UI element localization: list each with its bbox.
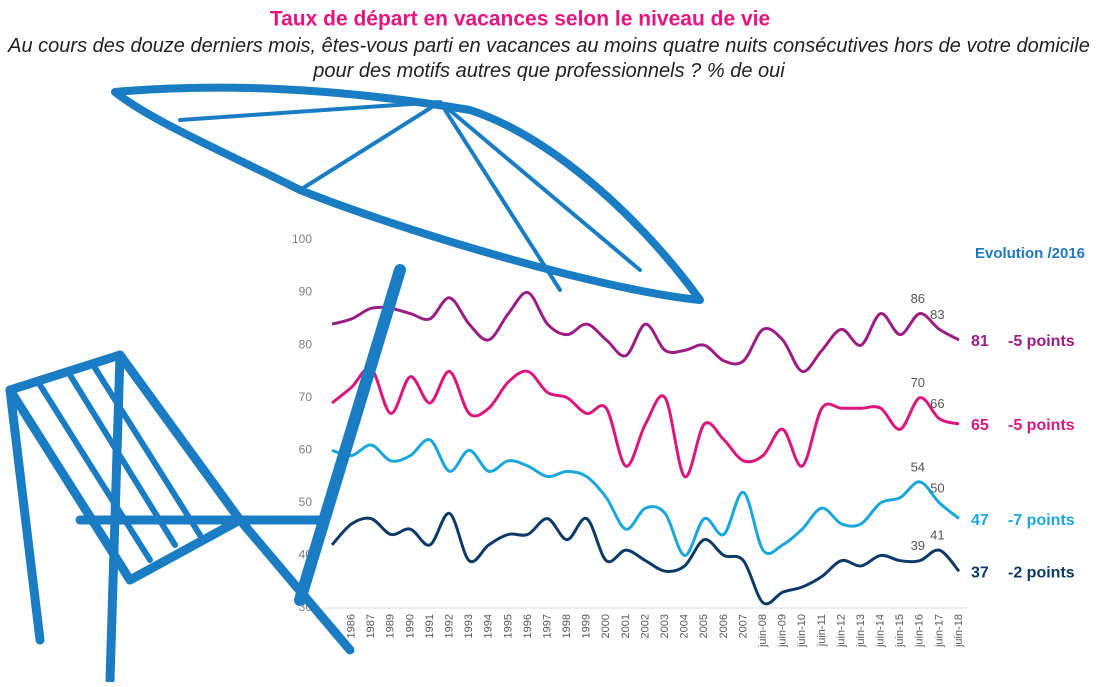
page: {"chart_data":{"type":"line", "title":"T… bbox=[0, 0, 1098, 687]
x-tick-label: juin-11 bbox=[816, 614, 828, 647]
x-tick-label: 1991 bbox=[424, 614, 436, 638]
series-line bbox=[332, 368, 959, 477]
x-tick-label: juin-10 bbox=[796, 614, 808, 648]
value-label: 54 bbox=[911, 459, 925, 474]
chart-subtitle: Au cours des douze derniers mois, êtes-v… bbox=[0, 34, 1098, 84]
x-tick-label: juin-15 bbox=[894, 614, 906, 648]
x-tick-label: juin-18 bbox=[953, 614, 965, 648]
x-tick-label: juin-14 bbox=[875, 614, 887, 648]
chart-title: Taux de départ en vacances selon le nive… bbox=[270, 8, 770, 31]
y-tick-label: 90 bbox=[299, 285, 313, 299]
x-tick-label: juin-13 bbox=[855, 614, 867, 648]
value-label: 41 bbox=[930, 528, 944, 543]
y-tick-label: 100 bbox=[292, 232, 312, 246]
x-tick-label: 2001 bbox=[620, 614, 632, 638]
x-tick-label: 1994 bbox=[483, 614, 495, 638]
y-tick-label: 70 bbox=[299, 390, 313, 404]
y-tick-label: 60 bbox=[299, 442, 313, 456]
x-tick-label: 2006 bbox=[718, 614, 730, 638]
y-tick-label: 80 bbox=[299, 337, 313, 351]
x-tick-label: juin-09 bbox=[777, 614, 789, 648]
series-line bbox=[332, 439, 959, 555]
x-tick-label: 2002 bbox=[639, 614, 651, 638]
value-label: 83 bbox=[930, 307, 944, 322]
change-label: -7 points bbox=[1008, 512, 1075, 529]
x-tick-label: 2004 bbox=[679, 614, 691, 638]
x-tick-label: juin-17 bbox=[933, 614, 945, 648]
x-tick-label: juin-08 bbox=[757, 614, 769, 648]
value-label: 86 bbox=[911, 291, 925, 306]
end-label: 37 bbox=[971, 564, 989, 581]
x-tick-label: juin-16 bbox=[914, 614, 926, 648]
end-label: 47 bbox=[971, 512, 989, 529]
change-label: -2 points bbox=[1008, 564, 1075, 581]
x-tick-label: 1996 bbox=[522, 614, 534, 638]
x-tick-label: 1992 bbox=[443, 614, 455, 638]
chart: Taux de départ en vacances selon le nive… bbox=[0, 0, 1098, 682]
x-tick-label: 1997 bbox=[541, 614, 553, 638]
change-label: -5 points bbox=[1008, 417, 1075, 434]
x-tick-label: 1993 bbox=[463, 614, 475, 638]
value-label: 50 bbox=[930, 480, 944, 495]
end-label: 81 bbox=[971, 333, 989, 350]
x-tick-label: 1998 bbox=[561, 614, 573, 638]
value-label: 66 bbox=[930, 396, 944, 411]
value-label: 39 bbox=[911, 538, 925, 553]
x-tick-label: 1999 bbox=[581, 614, 593, 638]
x-tick-label: 2000 bbox=[600, 614, 612, 638]
series-line bbox=[332, 292, 959, 371]
change-header: Evolution /2016 bbox=[975, 245, 1085, 262]
change-label: -5 points bbox=[1008, 333, 1075, 350]
x-tick-label: 2003 bbox=[659, 614, 671, 638]
end-label: 65 bbox=[971, 417, 989, 434]
x-tick-label: juin-12 bbox=[835, 614, 847, 648]
x-tick-label: 1989 bbox=[385, 614, 397, 638]
x-tick-label: 2005 bbox=[698, 614, 710, 638]
value-label: 70 bbox=[911, 375, 925, 390]
x-tick-label: 1995 bbox=[502, 614, 514, 638]
series-line bbox=[332, 513, 959, 604]
x-tick-label: 1987 bbox=[365, 614, 377, 638]
x-tick-label: 1986 bbox=[346, 614, 358, 638]
y-tick-label: 50 bbox=[299, 495, 313, 509]
x-tick-label: 2007 bbox=[737, 614, 749, 638]
x-tick-label: 1990 bbox=[404, 614, 416, 638]
